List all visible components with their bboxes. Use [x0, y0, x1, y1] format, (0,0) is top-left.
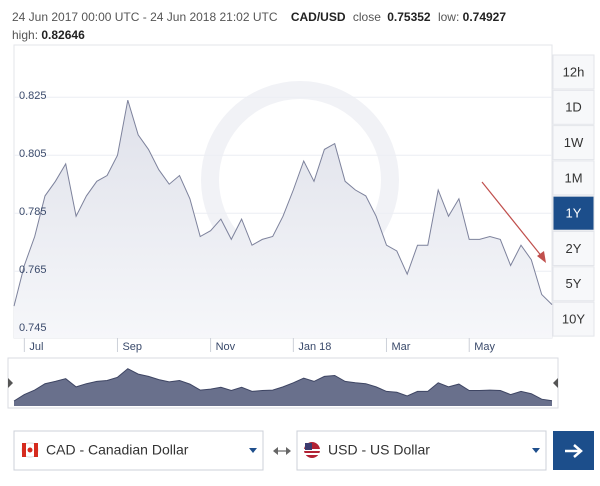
from-select[interactable]: [13, 430, 264, 471]
x-tick-label: Jan 18: [298, 341, 331, 353]
to-currency[interactable]: USD - US Dollar: [328, 442, 430, 458]
header-line: high: 0.82646: [12, 28, 85, 42]
y-tick-label: 0.765: [19, 264, 47, 276]
annotation-arrow: [481, 181, 544, 259]
dropdown-caret: [249, 448, 257, 453]
flag-ca-band: [22, 443, 26, 457]
navigator: [13, 368, 553, 406]
flag-us-canton: [305, 443, 312, 450]
pair: CAD/USD: [291, 10, 346, 24]
range-button-label[interactable]: 12h: [563, 64, 585, 79]
swap-icon: [273, 447, 278, 455]
low-label: low:: [438, 10, 459, 24]
close-value: 0.75352: [387, 10, 431, 24]
nav-line: [13, 368, 553, 402]
x-tick-label: Mar: [391, 341, 410, 353]
close-label: close: [353, 10, 381, 24]
flag-us-stripe: [304, 453, 320, 455]
swap-icon: [286, 447, 291, 455]
y-tick-label: 0.825: [19, 90, 47, 102]
high-label: high:: [12, 28, 38, 42]
range-button[interactable]: [552, 160, 595, 196]
range-button-label[interactable]: 1Y: [566, 206, 582, 221]
go-arrow: [573, 444, 583, 458]
from-currency[interactable]: CAD - Canadian Dollar: [46, 442, 189, 458]
arrow-head: [537, 251, 546, 263]
y-tick-label: 0.785: [19, 206, 47, 218]
flag-ca-leaf: [27, 447, 33, 453]
price-line: [13, 99, 553, 307]
range-button[interactable]: [552, 231, 595, 266]
range-button[interactable]: [552, 266, 595, 302]
low-value: 0.74927: [463, 10, 507, 24]
range-button[interactable]: [552, 301, 595, 337]
x-tick-label: Nov: [216, 341, 236, 353]
range-button[interactable]: [552, 54, 595, 90]
nav-handle[interactable]: [553, 378, 558, 388]
range-button[interactable]: [552, 125, 595, 161]
to-select[interactable]: [296, 430, 547, 471]
flag-ca-band: [34, 443, 38, 457]
header-line: 24 Jun 2017 00:00 UTC - 24 Jun 2018 21:0…: [12, 10, 506, 24]
range-button-label[interactable]: 1D: [565, 100, 582, 115]
x-tick-label: Sep: [122, 341, 142, 353]
range-button[interactable]: [552, 195, 595, 231]
y-tick-label: 0.745: [19, 322, 47, 334]
date-range: 24 Jun 2017 00:00 UTC - 24 Jun 2018 21:0…: [12, 10, 278, 24]
range-button-label[interactable]: 10Y: [562, 312, 585, 327]
dropdown-caret: [532, 448, 540, 453]
range-button-label[interactable]: 1W: [564, 135, 584, 150]
range-button-label[interactable]: 1M: [564, 170, 582, 185]
range-button-label[interactable]: 5Y: [566, 276, 582, 291]
range-button-label[interactable]: 2Y: [566, 241, 582, 256]
range-buttons: 12h 1D 1W 1M 1Y 2Y 5Y 10Y: [552, 54, 595, 337]
x-tick-label: May: [474, 341, 495, 353]
x-tick-label: Jul: [29, 341, 43, 353]
high-value: 0.82646: [41, 28, 85, 42]
range-button[interactable]: [552, 89, 595, 125]
y-tick-label: 0.805: [19, 148, 47, 160]
nav-handle[interactable]: [8, 378, 13, 388]
plot: 0.745 0.765 0.785 0.805 0.825 Jul Sep Nov Jan 18…: [13, 90, 553, 353]
area-fill: [14, 100, 552, 338]
